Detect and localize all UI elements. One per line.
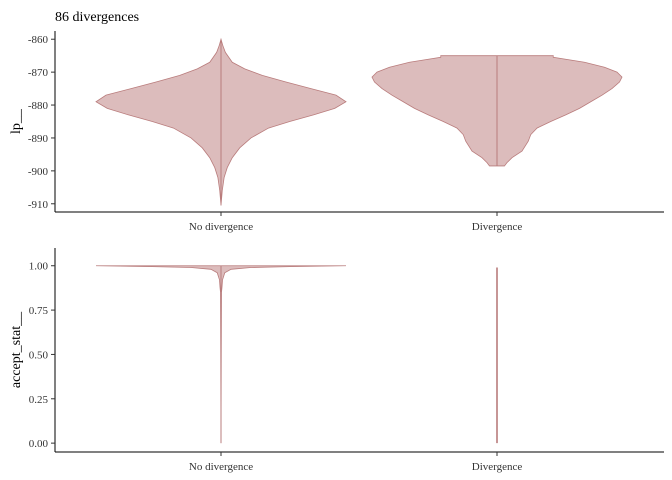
chart-title: 86 divergences — [55, 10, 139, 25]
accept-stat-panel: 1.00 0.75 0.50 0.25 0.00 No divergence Diverge… — [9, 248, 664, 473]
x-tick-label: No divergence — [189, 221, 253, 233]
y-tick-label: -860 — [28, 34, 49, 46]
x-tick-label: Divergence — [472, 221, 523, 233]
y-tick-label: -900 — [28, 166, 49, 178]
y-tick-label: -880 — [28, 100, 49, 112]
y-axis-title: accept_stat__ — [9, 311, 24, 388]
y-tick-label: 0.25 — [29, 394, 49, 406]
y-tick-label: 0.50 — [29, 349, 49, 361]
lp-panel: -860 -870 -880 -890 -900 -910 No divergence Div… — [9, 31, 664, 233]
y-tick-label: -890 — [28, 133, 49, 145]
x-tick-label: No divergence — [189, 461, 253, 473]
x-tick-label: Divergence — [472, 461, 523, 473]
y-tick-label: 0.00 — [29, 438, 49, 450]
y-tick-label: -910 — [28, 199, 49, 211]
y-tick-label: -870 — [28, 67, 49, 79]
y-tick-label: 1.00 — [29, 261, 49, 273]
y-tick-label: 0.75 — [29, 305, 49, 317]
y-axis-title: lp__ — [9, 108, 24, 134]
